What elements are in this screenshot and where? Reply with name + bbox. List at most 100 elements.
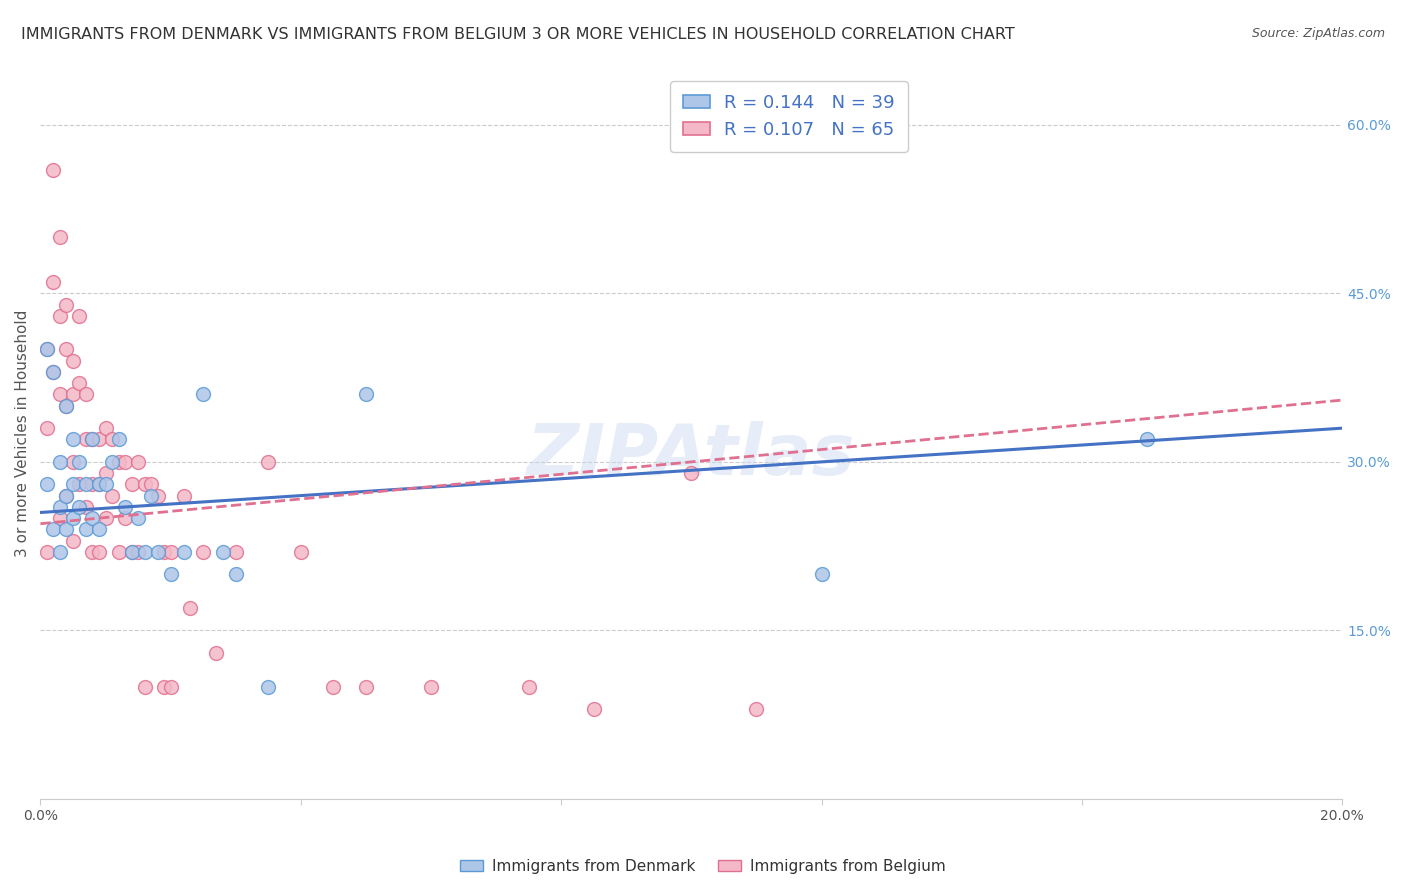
Point: [107, 455, 129, 469]
Point: [211, 545, 233, 559]
Point: [35, 421, 58, 435]
Point: [69, 500, 91, 514]
Point: [42, 365, 65, 379]
Point: [191, 387, 214, 401]
Legend: Immigrants from Denmark, Immigrants from Belgium: Immigrants from Denmark, Immigrants from…: [454, 853, 952, 880]
Point: [42, 522, 65, 536]
Point: [146, 489, 169, 503]
Point: [114, 511, 136, 525]
Point: [82, 511, 104, 525]
Point: [35, 343, 58, 357]
Point: [55, 489, 77, 503]
Point: [121, 545, 143, 559]
Point: [745, 702, 768, 716]
Point: [322, 680, 344, 694]
Text: Source: ZipAtlas.com: Source: ZipAtlas.com: [1251, 27, 1385, 40]
Point: [87, 545, 110, 559]
Point: [75, 500, 97, 514]
Point: [159, 680, 181, 694]
Point: [101, 455, 124, 469]
Text: ZIPAtlas: ZIPAtlas: [527, 421, 856, 491]
Point: [75, 477, 97, 491]
Point: [62, 511, 84, 525]
Point: [420, 680, 443, 694]
Point: [75, 433, 97, 447]
Point: [49, 309, 72, 323]
Point: [49, 455, 72, 469]
Point: [191, 545, 214, 559]
Point: [127, 511, 149, 525]
Point: [139, 477, 162, 491]
Point: [225, 545, 247, 559]
Point: [257, 455, 280, 469]
Point: [681, 466, 703, 480]
Point: [42, 365, 65, 379]
Point: [49, 387, 72, 401]
Point: [55, 399, 77, 413]
Point: [173, 489, 195, 503]
Point: [582, 702, 605, 716]
Point: [87, 522, 110, 536]
Point: [146, 545, 169, 559]
Point: [62, 455, 84, 469]
Point: [139, 489, 162, 503]
Point: [173, 545, 195, 559]
Point: [75, 387, 97, 401]
Point: [35, 343, 58, 357]
Point: [134, 545, 156, 559]
Point: [42, 275, 65, 289]
Point: [82, 545, 104, 559]
Point: [101, 433, 124, 447]
Point: [354, 680, 377, 694]
Point: [94, 421, 117, 435]
Point: [153, 680, 176, 694]
Point: [114, 500, 136, 514]
Text: IMMIGRANTS FROM DENMARK VS IMMIGRANTS FROM BELGIUM 3 OR MORE VEHICLES IN HOUSEHO: IMMIGRANTS FROM DENMARK VS IMMIGRANTS FR…: [21, 27, 1015, 42]
Point: [121, 545, 143, 559]
Point: [87, 433, 110, 447]
Point: [1136, 433, 1159, 447]
Point: [49, 511, 72, 525]
Point: [225, 567, 247, 582]
Point: [69, 376, 91, 391]
Point: [42, 162, 65, 177]
Point: [159, 567, 181, 582]
Point: [134, 477, 156, 491]
Point: [55, 399, 77, 413]
Point: [354, 387, 377, 401]
Point: [55, 343, 77, 357]
Point: [49, 545, 72, 559]
Point: [69, 309, 91, 323]
Point: [49, 230, 72, 244]
Point: [121, 477, 143, 491]
Point: [257, 680, 280, 694]
Point: [55, 522, 77, 536]
Point: [62, 533, 84, 548]
Point: [62, 433, 84, 447]
Point: [62, 387, 84, 401]
Point: [69, 477, 91, 491]
Point: [55, 489, 77, 503]
Point: [94, 466, 117, 480]
Point: [179, 601, 201, 615]
Point: [35, 545, 58, 559]
Point: [49, 500, 72, 514]
Point: [75, 522, 97, 536]
Y-axis label: 3 or more Vehicles in Household: 3 or more Vehicles in Household: [15, 310, 30, 558]
Point: [810, 567, 832, 582]
Point: [55, 297, 77, 311]
Point: [114, 455, 136, 469]
Point: [69, 455, 91, 469]
Point: [62, 477, 84, 491]
Point: [101, 489, 124, 503]
Point: [94, 477, 117, 491]
Point: [127, 545, 149, 559]
Point: [35, 477, 58, 491]
Point: [82, 477, 104, 491]
Point: [159, 545, 181, 559]
Point: [205, 646, 228, 660]
Point: [87, 477, 110, 491]
Point: [62, 353, 84, 368]
Point: [153, 545, 176, 559]
Legend: R = 0.144   N = 39, R = 0.107   N = 65: R = 0.144 N = 39, R = 0.107 N = 65: [671, 81, 908, 152]
